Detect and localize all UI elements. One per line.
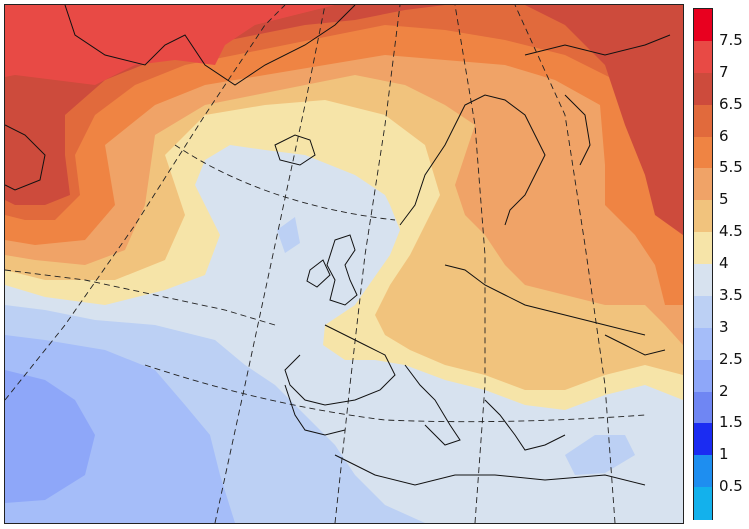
legend-tick-label: 2.5 [719,349,743,368]
legend-swatch [694,40,712,74]
legend-tick-label: 4 [719,254,729,272]
graticule [5,5,646,523]
legend-tick-label: 6 [719,126,729,145]
legend-swatch [694,104,712,137]
colorbar-legend [693,8,713,520]
legend-swatch [694,9,712,42]
contour-2 [5,370,95,503]
coastlines [5,5,671,486]
legend-swatch [694,72,712,106]
legend-tick-label: 2 [719,381,729,400]
contour-3-east [565,435,635,475]
legend-swatch [694,487,712,520]
contour-3-atlantic [277,217,300,253]
legend-tick-label: 1 [719,445,729,464]
legend-tick-label: 6.5 [719,94,743,113]
legend-swatch [694,200,712,233]
legend-tick-label: 1.5 [719,413,743,432]
contour-7 [5,5,335,85]
legend-swatch [694,423,712,456]
legend-swatch [694,295,712,329]
legend-tick-label: 3.5 [719,285,743,304]
legend-swatch [694,455,712,488]
map-panel [4,4,684,524]
legend-tick-label: 7.5 [719,30,743,49]
legend-swatch [694,168,712,201]
legend-tick-label: 0.5 [719,477,743,496]
legend-tick-label: 4.5 [719,222,743,241]
contour-5-5 [5,5,683,305]
contour-6-5-east [525,5,683,235]
legend-swatch [694,327,712,361]
legend-tick-label: 7 [719,62,729,81]
legend-tick-label: 3 [719,317,729,336]
legend-swatch [694,136,712,169]
map-canvas [5,5,683,523]
legend-swatch [694,391,712,424]
legend-swatch [694,359,712,392]
legend-tick-label: 5.5 [719,158,743,177]
legend-swatch [694,264,712,297]
legend-swatch [694,232,712,265]
legend-tick-label: 5 [719,190,729,209]
